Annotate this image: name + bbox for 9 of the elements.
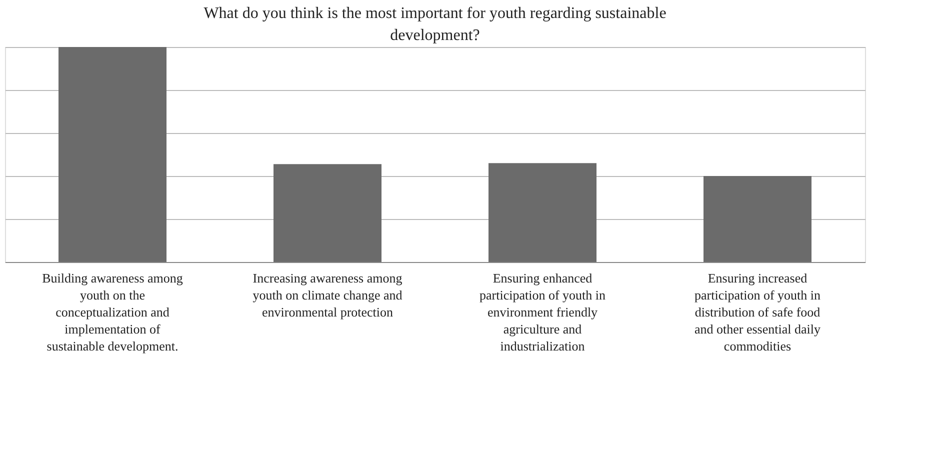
bar [704, 176, 812, 262]
x-tick-label: Ensuring enhanced participation of youth in environment friendly agriculture and industrialization [479, 270, 606, 354]
x-tick-label: Increasing awareness among youth on climate change and environmental protection [252, 270, 403, 320]
x-tick-label: Building awareness among youth on the conceptualization and implementation of sustainable development. [42, 270, 184, 354]
bar [488, 163, 596, 262]
chart-title: What do you think is the most important for youth regarding sustainable development? [204, 5, 666, 44]
x-tick-label: Ensuring increased participation of youth in distribution of safe food and other essential daily commodities [694, 270, 821, 354]
bar [274, 164, 382, 262]
bar [58, 47, 166, 262]
